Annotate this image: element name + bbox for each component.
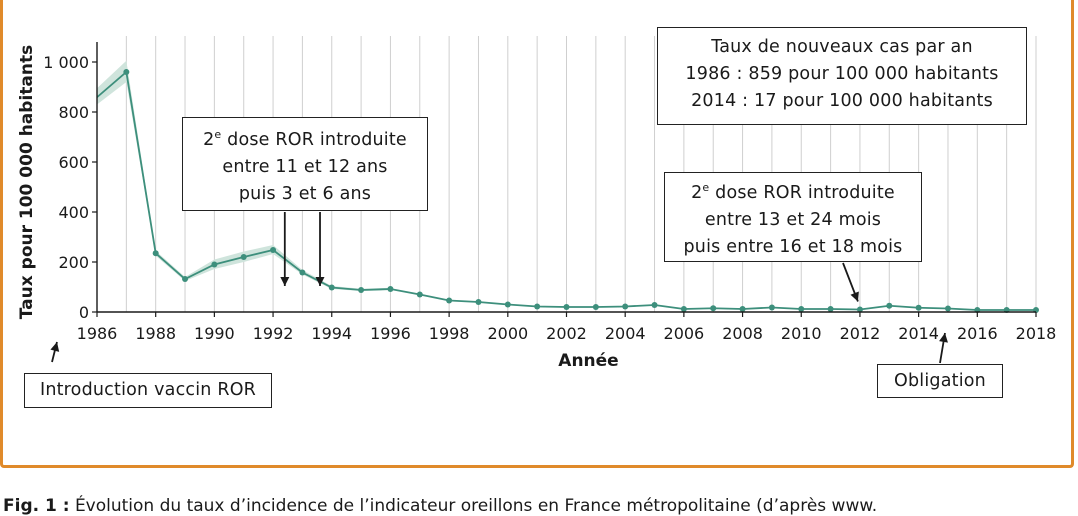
annotation-line: puis 3 et 6 ans <box>238 183 372 204</box>
caption-text: Évolution du taux d’incidence de l’indic… <box>74 496 878 516</box>
data-point <box>798 306 805 312</box>
caption-label: Fig. 1 : <box>3 496 70 516</box>
data-point <box>152 250 159 257</box>
annotation-introduction: Introduction vaccin ROR <box>24 373 272 408</box>
x-tick-label: 2014 <box>898 324 939 343</box>
data-point <box>328 284 335 291</box>
y-tick-label: 600 <box>58 153 89 172</box>
data-point <box>358 287 365 293</box>
x-tick-label: 2008 <box>722 324 763 343</box>
x-tick-label: 2006 <box>664 324 705 343</box>
x-tick-label: 2010 <box>781 324 822 343</box>
data-point <box>768 304 775 311</box>
annotation-line: Obligation <box>894 371 986 391</box>
annotation-line: entre 11 et 12 ans <box>222 156 388 177</box>
data-point <box>475 299 482 305</box>
annotation-line: Taux de nouveaux cas par an <box>711 37 973 57</box>
data-point <box>534 303 541 310</box>
annotation-taux-cas: Taux de nouveaux cas par an 1986 : 859 p… <box>657 27 1027 125</box>
x-tick-label: 1994 <box>311 324 352 343</box>
x-tick-label: 1988 <box>135 324 176 343</box>
data-point <box>563 304 570 310</box>
figure-caption: Fig. 1 : Évolution du taux d’incidence d… <box>3 496 877 516</box>
x-tick-label: 1996 <box>370 324 411 343</box>
data-point <box>211 261 218 268</box>
arrow-dose2-1992-b-head <box>315 277 325 286</box>
data-point <box>446 297 453 304</box>
data-point <box>387 286 394 292</box>
x-tick-label: 1998 <box>429 324 470 343</box>
annotation-line: entre 13 et 24 mois <box>704 209 882 230</box>
annotation-dose2-2012: 2e dose ROR introduite entre 13 et 24 mo… <box>664 172 922 262</box>
line-chart: 1986 1988 1990 1992 1994 1996 1998 2000 2002 2004… <box>17 36 1057 371</box>
annotation-line-text: dose ROR introduite <box>709 182 895 203</box>
arrow-introduction-head <box>50 342 60 352</box>
data-point <box>680 306 687 312</box>
arrow-dose2-1992-a-head <box>280 277 290 286</box>
data-point <box>182 276 189 282</box>
y-tick-label: 400 <box>58 203 89 222</box>
data-point <box>416 291 423 298</box>
annotation-line: 2e dose ROR introduite <box>665 174 921 207</box>
x-tick-label: 2004 <box>605 324 646 343</box>
data-point <box>856 306 863 313</box>
annotation-line: puis entre 16 et 18 mois <box>683 236 903 257</box>
y-tick-label: 800 <box>58 103 89 122</box>
annotation-line: 1986 : 859 pour 100 000 habitants <box>685 64 999 84</box>
y-tick-labels: 0 200 400 600 800 1 000 <box>43 53 89 322</box>
data-point <box>592 304 599 310</box>
data-point <box>123 69 130 75</box>
data-point <box>886 302 893 309</box>
annotation-obligation: Obligation <box>877 364 1003 398</box>
x-tick-labels: 1986 1988 1990 1992 1994 1996 1998 2000 2002 2004… <box>77 324 1057 343</box>
annotation-line: Introduction vaccin ROR <box>39 380 257 400</box>
data-point <box>739 306 746 312</box>
data-point <box>270 247 277 253</box>
x-tick-label: 2002 <box>546 324 587 343</box>
annotation-dose2-1992: 2e dose ROR introduite entre 11 et 12 an… <box>182 117 428 211</box>
x-tick-label: 1990 <box>194 324 235 343</box>
data-point <box>299 269 306 276</box>
x-tick-label: 2018 <box>1016 324 1057 343</box>
x-tick-label: 1986 <box>77 324 118 343</box>
data-point <box>944 305 951 312</box>
y-axis-label: Taux pour 100 000 habitants <box>17 45 37 319</box>
annotation-line: 2014 : 17 pour 100 000 habitants <box>691 91 993 111</box>
superscript-2: 2e <box>203 128 222 150</box>
y-tick-label: 200 <box>58 253 89 272</box>
y-tick-label: 1 000 <box>43 53 89 72</box>
superscript-2: 2e <box>691 181 710 203</box>
annotation-line-text: dose ROR introduite <box>221 129 407 150</box>
data-point <box>710 305 717 312</box>
y-tick-label: 0 <box>79 303 89 322</box>
axes <box>92 42 1037 317</box>
data-point <box>915 304 922 311</box>
data-point <box>622 303 629 310</box>
x-tick-label: 2012 <box>840 324 881 343</box>
arrow-obligation-head <box>939 333 948 343</box>
arrow-dose2-2012-head <box>850 291 859 302</box>
x-tick-label: 2000 <box>487 324 528 343</box>
data-point <box>651 302 658 308</box>
data-point <box>827 306 834 312</box>
annotation-line: 2e dose ROR introduite <box>183 121 427 154</box>
x-axis-label: Année <box>558 351 618 371</box>
data-point <box>240 254 247 260</box>
annotation-arrows <box>50 212 948 364</box>
x-tick-label: 2016 <box>957 324 998 343</box>
data-point <box>504 301 511 308</box>
figure-frame <box>0 0 1074 468</box>
x-tick-label: 1992 <box>253 324 294 343</box>
